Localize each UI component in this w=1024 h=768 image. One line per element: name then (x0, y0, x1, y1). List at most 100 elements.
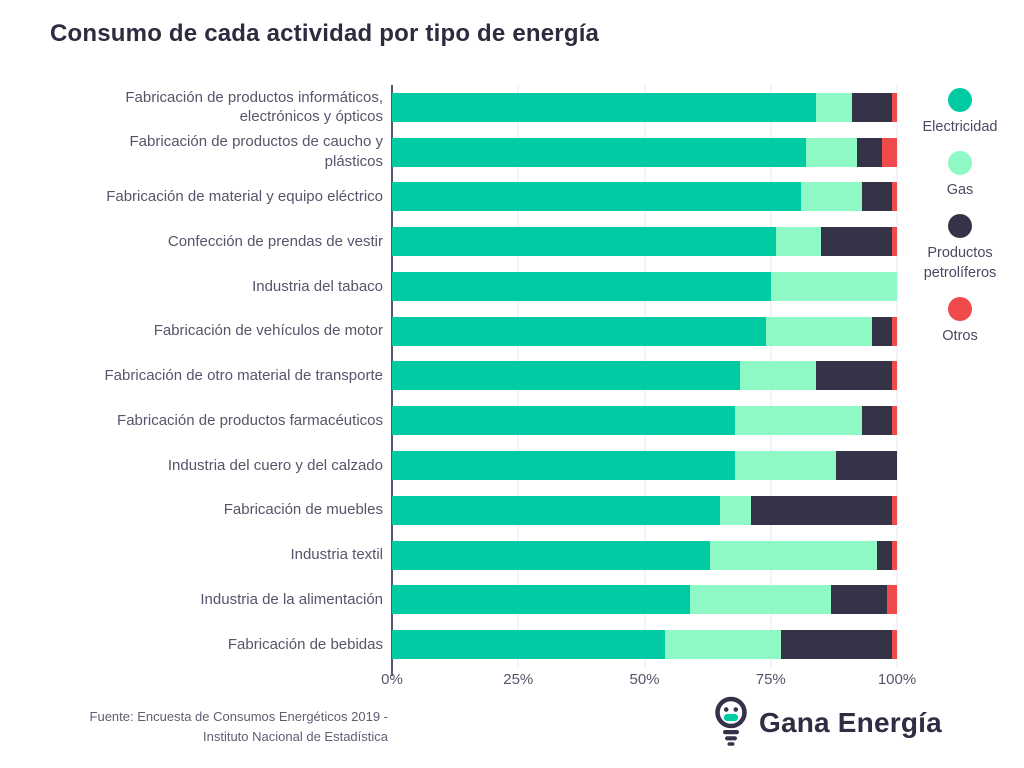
legend-label: Otros (942, 328, 978, 344)
bar-segment-gas (765, 316, 872, 346)
x-tick-label: 50% (629, 671, 660, 688)
category-label: Fabricación de otro material de transpor… (104, 367, 383, 385)
source-line1: Fuente: Encuesta de Consumos Energéticos… (89, 709, 388, 724)
bar-segment-electricidad (392, 451, 736, 480)
category-label: Fabricación de bebidas (227, 635, 383, 653)
legend-label: Productos petrolíferos (923, 245, 997, 281)
legend-item: Otros (904, 297, 1016, 347)
bar-segment-gas (735, 406, 862, 436)
stacked-bar (392, 451, 897, 480)
bar-segment-electricidad (392, 585, 690, 615)
stacked-bar (392, 92, 897, 122)
category-label: Industria del tabaco (252, 277, 383, 295)
source-line2: Instituto Nacional de Estadística (203, 729, 388, 745)
x-axis-tick-labels: 0% 25% 50% 75% 100% (0, 671, 1024, 693)
bar-segment-electricidad (392, 227, 776, 257)
bar-segment-gas (720, 495, 751, 525)
category-label: Fabricación de vehículos de motor (153, 322, 383, 340)
stacked-bar (392, 361, 897, 391)
chart-row: Fabricación de productos farmacéuticos (83, 398, 897, 443)
x-tick-label: 25% (503, 671, 534, 688)
chart-row: Confección de prendas de vestir (83, 219, 897, 264)
bar-segment-petroliferos (856, 137, 882, 167)
x-tick-label: 0% (381, 671, 403, 688)
legend-dot-petroliferos (948, 214, 972, 238)
page-title: Consumo de cada actividad por tipo de en… (50, 20, 600, 47)
stacked-bar (392, 630, 897, 660)
bar-segment-electricidad (392, 182, 802, 212)
bar-segment-petroliferos (851, 92, 892, 122)
legend-label: Gas (946, 182, 974, 198)
stacked-bar (392, 406, 897, 436)
bar-rows: Fabricación de productos informáticos, e… (83, 85, 897, 667)
chart-row: Fabricación de productos informáticos, e… (83, 85, 897, 130)
bar-segment-petroliferos (821, 227, 892, 257)
bar-segment-electricidad (392, 137, 807, 167)
stacked-bar (392, 137, 897, 167)
bar-segment-gas (816, 92, 852, 122)
legend-dot-otros (948, 297, 972, 321)
x-tick-label: 75% (755, 671, 786, 688)
bar-segment-otros (891, 316, 897, 346)
category-label: Industria del cuero y del calzado (167, 456, 383, 474)
bar-segment-electricidad (392, 495, 721, 525)
bar-segment-electricidad (392, 540, 711, 570)
bar-segment-gas (664, 630, 781, 660)
bar-segment-otros (891, 227, 897, 257)
stacked-bar (392, 495, 897, 525)
bar-segment-otros (886, 585, 897, 615)
bar-segment-otros (891, 495, 897, 525)
chart-row: Fabricación de vehículos de motor (83, 309, 897, 354)
bar-segment-gas (775, 227, 822, 257)
bar-segment-petroliferos (750, 495, 892, 525)
chart-row: Industria del tabaco (83, 264, 897, 309)
chart-row: Industria textil (83, 533, 897, 578)
bar-segment-petroliferos (861, 182, 892, 212)
bar-segment-petroliferos (836, 451, 897, 480)
legend-label: Electricidad (922, 119, 998, 135)
bar-segment-gas (801, 182, 862, 212)
stacked-bar (392, 540, 897, 570)
legend-dot-gas (948, 151, 972, 175)
bar-segment-gas (735, 451, 837, 480)
category-label: Fabricación de productos informáticos, e… (125, 88, 383, 126)
bar-segment-petroliferos (780, 630, 892, 660)
chart-row: Industria del cuero y del calzado (83, 443, 897, 488)
x-tick-label: 100% (877, 671, 917, 688)
category-label: Fabricación de productos farmacéuticos (117, 411, 383, 429)
stacked-bar (392, 316, 897, 346)
bar-segment-electricidad (392, 92, 817, 122)
gridline-100 (896, 85, 898, 668)
bar-segment-electricidad (392, 361, 741, 391)
bar-segment-gas (740, 361, 817, 391)
stacked-bar (392, 227, 897, 257)
bar-segment-gas (806, 137, 857, 167)
legend-item: Gas (904, 151, 1016, 201)
bar-segment-gas (710, 540, 877, 570)
bar-segment-electricidad (392, 271, 771, 301)
category-label: Industria de la alimentación (200, 590, 383, 608)
source-note: Fuente: Encuesta de Consumos Energéticos… (88, 707, 388, 747)
legend-item: Electricidad (904, 88, 1016, 138)
bar-segment-otros (891, 361, 897, 391)
bar-segment-gas (689, 585, 832, 615)
bar-segment-petroliferos (831, 585, 887, 615)
bar-segment-petroliferos (871, 316, 892, 346)
lightbulb-icon (715, 696, 747, 746)
bar-segment-otros (891, 182, 897, 212)
category-label: Fabricación de productos de caucho y plá… (129, 133, 383, 171)
stacked-bar (392, 585, 897, 615)
chart-row: Fabricación de bebidas (83, 622, 897, 667)
chart-row: Fabricación de productos de caucho y plá… (83, 130, 897, 175)
bar-segment-electricidad (392, 316, 766, 346)
bar-segment-otros (891, 540, 897, 570)
stacked-bar (392, 271, 897, 301)
bar-segment-otros (891, 406, 897, 436)
bar-segment-petroliferos (816, 361, 892, 391)
chart-row: Industria de la alimentación (83, 577, 897, 622)
bar-segment-petroliferos (861, 406, 892, 436)
bar-segment-otros (891, 92, 897, 122)
legend-item: Productos petrolíferos (904, 214, 1016, 283)
bar-segment-electricidad (392, 630, 665, 660)
